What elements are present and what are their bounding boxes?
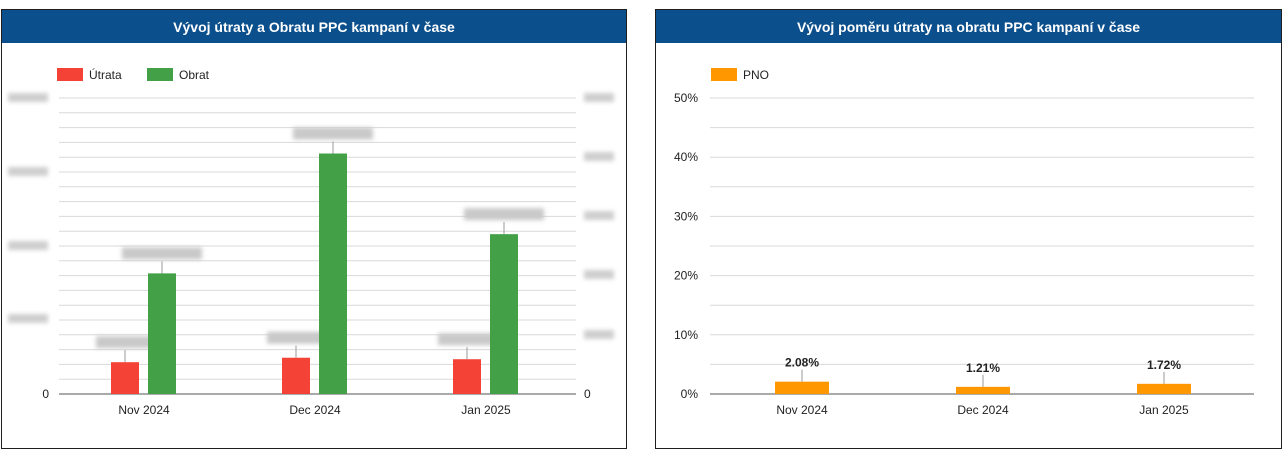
obscured-data-label bbox=[96, 336, 156, 349]
bar-pno bbox=[775, 381, 829, 394]
y-tick-label: 10% bbox=[674, 328, 698, 342]
obscured-data-label bbox=[438, 333, 498, 346]
obscured-y-tick-right bbox=[584, 152, 614, 161]
bar-obrat bbox=[319, 153, 347, 394]
obscured-y-tick-right bbox=[584, 270, 614, 279]
pno-chart: 0% 10% 20% 30% 40% 50% PNO 2.08% Nov 2024 1.21% De… bbox=[674, 68, 1254, 417]
bar-pno bbox=[1137, 383, 1191, 394]
x-tick-label: Jan 2025 bbox=[461, 403, 511, 417]
bar-utrata bbox=[111, 362, 139, 394]
x-tick-label: Jan 2025 bbox=[1139, 403, 1189, 417]
bar-pno bbox=[956, 386, 1010, 394]
chart-title: Vývoj útraty a Obratu PPC kampaní v čase bbox=[2, 10, 626, 43]
spend-revenue-chart: 0 0 Útrata Obrat Nov 2024 Dec 2024 Jan 2025 bbox=[8, 67, 614, 417]
obscured-y-tick-left bbox=[8, 241, 48, 250]
obscured-y-tick-right bbox=[584, 211, 614, 220]
x-tick-label: Dec 2024 bbox=[289, 403, 341, 417]
chart-title: Vývoj poměru útraty na obratu PPC kampan… bbox=[656, 10, 1281, 43]
y-tick-label: 0% bbox=[681, 387, 699, 401]
x-tick-label: Nov 2024 bbox=[776, 403, 828, 417]
data-label: 1.21% bbox=[966, 361, 1000, 375]
legend-swatch-utrata bbox=[57, 68, 83, 81]
obscured-y-tick-right bbox=[584, 93, 614, 102]
data-label: 1.72% bbox=[1147, 358, 1181, 372]
data-label: 2.08% bbox=[785, 356, 819, 370]
obscured-y-tick-left bbox=[8, 167, 48, 176]
x-tick-label: Nov 2024 bbox=[118, 403, 170, 417]
y-tick-label-left: 0 bbox=[42, 387, 49, 401]
x-tick-label: Dec 2024 bbox=[957, 403, 1009, 417]
pno-chart-panel: Vývoj poměru útraty na obratu PPC kampan… bbox=[655, 9, 1282, 449]
bar-obrat bbox=[490, 234, 518, 394]
y-tick-label-right: 0 bbox=[584, 387, 591, 401]
obscured-y-tick-left bbox=[8, 314, 48, 323]
obscured-data-label bbox=[267, 331, 327, 344]
spend-revenue-chart-panel: Vývoj útraty a Obratu PPC kampaní v čase… bbox=[1, 9, 627, 449]
obscured-data-label bbox=[122, 247, 202, 260]
obscured-data-label bbox=[293, 127, 373, 140]
legend-label-utrata: Útrata bbox=[89, 67, 122, 82]
obscured-data-label bbox=[464, 208, 544, 221]
y-tick-label: 40% bbox=[674, 150, 698, 164]
legend-label-pno: PNO bbox=[743, 68, 769, 82]
legend-swatch-pno bbox=[711, 68, 737, 81]
obscured-y-tick-right bbox=[584, 330, 614, 339]
legend-swatch-obrat bbox=[147, 68, 173, 81]
bar-obrat bbox=[148, 273, 176, 394]
legend-label-obrat: Obrat bbox=[179, 68, 210, 82]
y-tick-label: 20% bbox=[674, 269, 698, 283]
y-tick-label: 30% bbox=[674, 209, 698, 223]
bar-utrata bbox=[282, 357, 310, 394]
bar-utrata bbox=[453, 359, 481, 394]
y-tick-label: 50% bbox=[674, 91, 698, 105]
obscured-y-tick-left bbox=[8, 93, 48, 102]
